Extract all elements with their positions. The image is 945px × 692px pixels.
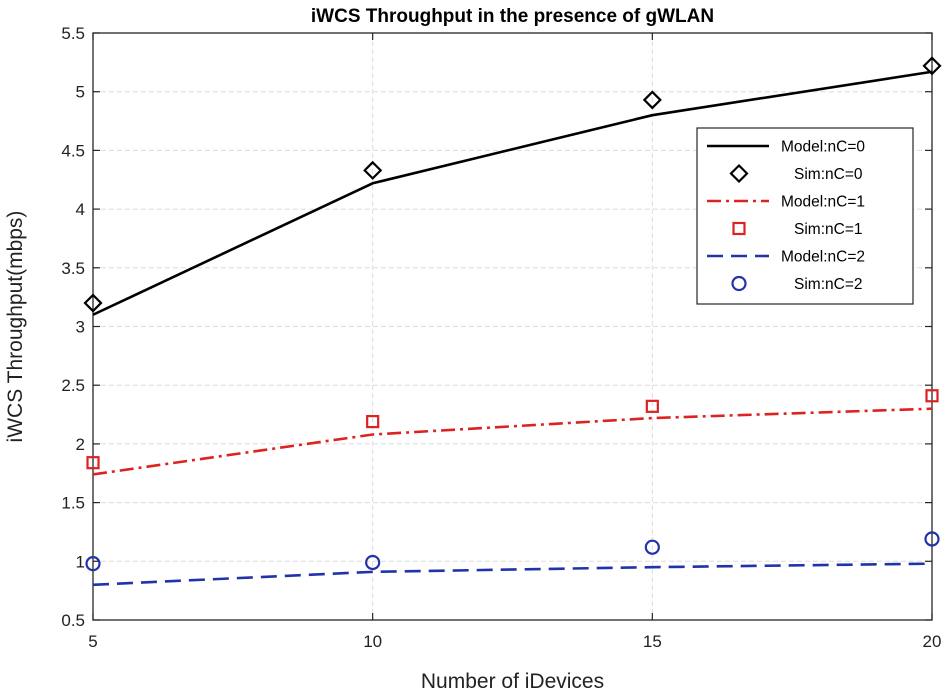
data-point-sim-nc-2: [644, 539, 660, 555]
legend-label: Model:nC=0: [781, 139, 865, 156]
series-line-model-nc-2: [92, 562, 933, 587]
y-tick-label: 1: [76, 552, 85, 571]
data-point-sim-nc-1: [925, 389, 939, 403]
chart-title: iWCS Throughput in the presence of gWLAN: [311, 6, 714, 27]
y-tick-label: 2: [76, 435, 85, 454]
x-tick-label: 10: [363, 632, 382, 651]
data-point-sim-nc-0: [642, 90, 662, 110]
legend-swatch-marker: [729, 163, 749, 184]
data-point-sim-nc-1: [366, 414, 380, 429]
legend: Model:nC=0 Sim:nC=0 Model:nC=1 Sim:nC=1 Mode…: [696, 127, 914, 305]
x-axis-label: Number of iDevices: [421, 670, 604, 692]
y-tick-label: 3: [76, 318, 85, 337]
legend-label: Sim:nC=0: [794, 166, 863, 183]
x-tick-label: 5: [88, 632, 97, 651]
data-point-sim-nc-0: [922, 56, 942, 76]
y-tick-label: 1.5: [61, 494, 85, 513]
legend-label: Model:nC=1: [781, 194, 865, 211]
x-tick-label: 15: [643, 632, 662, 651]
data-point-sim-nc-1: [645, 399, 659, 413]
ticks: 0.5 1 1.5 2 2.5 3 3.5 4 4.5 5 5.5 5 10 15 20: [61, 24, 941, 651]
data-point-sim-nc-2: [924, 531, 940, 547]
x-tick-label: 20: [923, 632, 942, 651]
y-tick-label: 4: [76, 200, 85, 219]
y-tick-label: 5.5: [61, 24, 85, 43]
legend-label: Sim:nC=2: [794, 276, 863, 293]
y-axis-label: iWCS Throughput(mbps): [4, 211, 27, 443]
y-tick-label: 5: [76, 83, 85, 102]
legend-swatch-marker: [731, 275, 747, 292]
series-line-model-nc-1: [92, 407, 933, 476]
y-tick-label: 2.5: [61, 376, 85, 395]
data-point-sim-nc-2: [85, 556, 101, 572]
series: [83, 56, 942, 587]
data-point-sim-nc-2: [365, 554, 381, 571]
y-tick-label: 3.5: [61, 259, 85, 278]
grid: [92, 32, 933, 621]
series-line-model-nc-0: [92, 70, 933, 316]
y-tick-label: 0.5: [61, 611, 85, 630]
legend-box: [696, 127, 914, 305]
data-point-sim-nc-0: [83, 293, 103, 313]
legend-label: Model:nC=2: [781, 249, 865, 266]
data-point-sim-nc-1: [86, 456, 100, 470]
legend-label: Sim:nC=1: [794, 221, 863, 238]
data-point-sim-nc-0: [363, 160, 383, 180]
y-tick-label: 4.5: [61, 141, 85, 160]
legend-swatch-marker: [732, 221, 746, 236]
